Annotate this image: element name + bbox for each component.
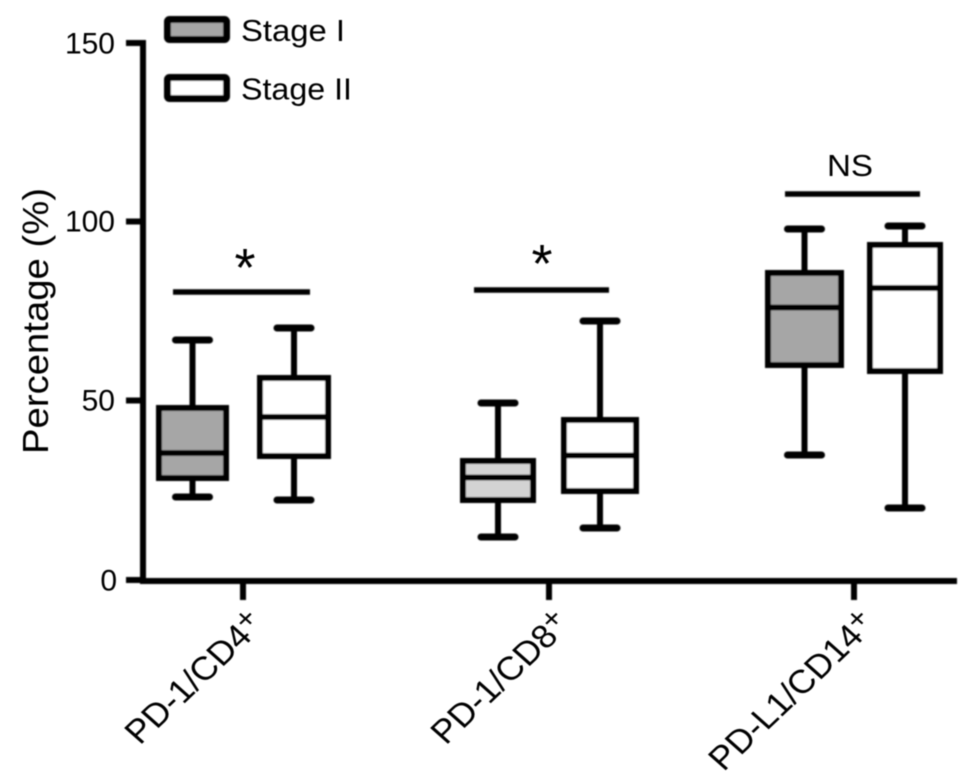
svg-text:*: * <box>531 234 552 294</box>
svg-text:150: 150 <box>65 28 115 61</box>
svg-text:*: * <box>234 238 255 298</box>
svg-text:Stage I: Stage I <box>241 13 345 48</box>
svg-text:Stage II: Stage II <box>241 72 352 107</box>
svg-text:100: 100 <box>65 206 115 239</box>
svg-text:NS: NS <box>827 148 873 183</box>
svg-text:Percentage (%): Percentage (%) <box>15 188 56 454</box>
svg-text:0: 0 <box>100 565 117 598</box>
svg-text:50: 50 <box>82 385 115 418</box>
